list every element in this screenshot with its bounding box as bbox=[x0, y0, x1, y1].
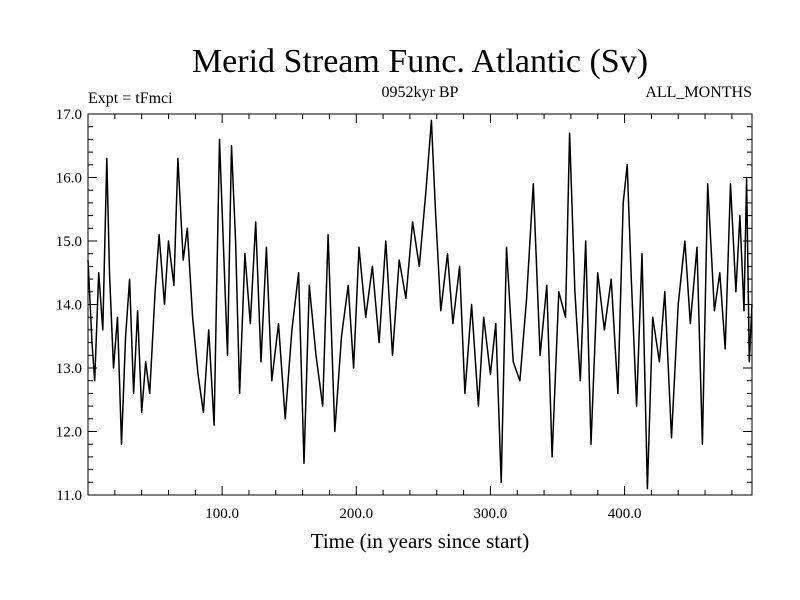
y-tick-label: 13.0 bbox=[56, 361, 82, 377]
axis-ticks bbox=[88, 113, 752, 496]
series-line bbox=[87, 119, 753, 490]
x-tick-label: 300.0 bbox=[474, 506, 508, 522]
experiment-label: Expt = tFmci bbox=[88, 90, 173, 107]
y-tick-label: 11.0 bbox=[56, 488, 82, 504]
chart-title: Merid Stream Func. Atlantic (Sv) bbox=[192, 43, 648, 80]
x-tick-label: 100.0 bbox=[205, 506, 239, 522]
y-tick-label: 15.0 bbox=[56, 234, 82, 250]
y-tick-label: 12.0 bbox=[56, 425, 82, 441]
x-tick-label: 400.0 bbox=[608, 506, 642, 522]
y-tick-label: 17.0 bbox=[56, 107, 82, 123]
x-tick-label: 200.0 bbox=[339, 506, 373, 522]
y-tick-labels: 11.0 12.0 13.0 14.0 15.0 16.0 17.0 bbox=[56, 107, 82, 504]
plot-frame bbox=[87, 113, 753, 496]
period-label: 0952kyr BP bbox=[382, 84, 459, 101]
y-tick-label: 14.0 bbox=[56, 298, 82, 314]
x-tick-labels: 100.0 200.0 300.0 400.0 bbox=[205, 506, 641, 522]
months-label: ALL_MONTHS bbox=[645, 84, 752, 101]
y-tick-label: 16.0 bbox=[56, 171, 82, 187]
x-axis-label: Time (in years since start) bbox=[311, 529, 530, 553]
